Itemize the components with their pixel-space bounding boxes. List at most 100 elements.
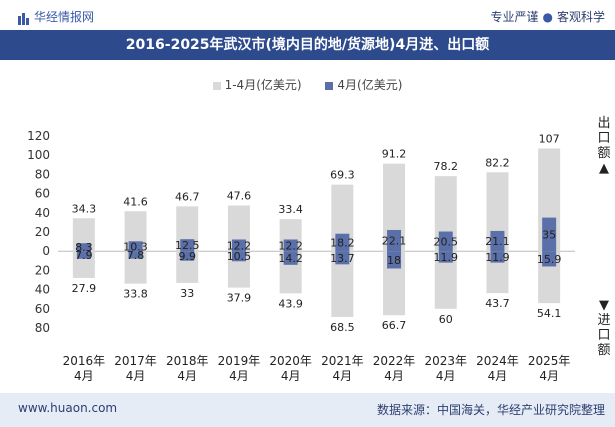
data-label-cumulative-export: 46.7 [175,190,200,203]
data-label-cumulative-export: 78.2 [434,160,459,173]
data-label-month-export: 35 [542,228,556,241]
bar-month-export [542,217,557,252]
data-label-cumulative-export: 107 [539,132,560,145]
bar-month-import [128,251,143,259]
data-label-month-export: 12.2 [227,239,252,252]
x-tick-label: 2021年 [321,354,364,368]
data-label-month-export: 20.5 [434,235,459,248]
data-label-month-import: 11.9 [485,251,510,264]
data-label-month-export: 12.5 [175,239,200,252]
chart-legend: 1-4月(亿美元) 4月(亿美元) [0,76,615,93]
y-tick-label: 40 [35,206,50,220]
footer-website-link[interactable]: www.huaon.com [18,401,118,415]
x-tick-label: 4月 [539,369,559,383]
data-label-month-export: 22.1 [382,235,407,248]
data-label-month-import: 7.8 [127,249,145,262]
bar-month-export [180,239,195,252]
x-tick-label: 2019年 [218,354,261,368]
data-label-cumulative-import: 54.1 [537,307,562,320]
data-label-month-import: 10.5 [227,250,252,263]
data-label-month-export: 12.2 [278,239,303,252]
top-bar: 华经情报网 专业严谨 ● 客观科学 [0,0,615,30]
legend-swatch-month [325,81,334,90]
bar-month-import [387,251,402,269]
data-label-month-export: 18.2 [330,236,355,249]
slogan: 专业严谨 ● 客观科学 [490,8,605,25]
bar-month-export [335,233,350,252]
y-tick-label: 40 [35,283,50,297]
data-label-month-import: 14.2 [278,252,303,265]
bar-month-export [387,229,402,252]
x-tick-label: 2016年 [63,354,106,368]
x-tick-label: 4月 [281,369,301,383]
data-label-cumulative-import: 66.7 [382,319,407,332]
bar-cumulative-import [434,251,457,309]
x-tick-label: 2017年 [114,354,157,368]
import-side-label: ▼进口额 [597,298,611,358]
y-tick-label: 0 [42,244,50,258]
bar-cumulative-export [72,218,95,252]
data-label-cumulative-export: 41.6 [123,195,148,208]
bar-cumulative-export [383,163,406,252]
data-label-cumulative-import: 37.9 [227,292,252,305]
chart-title: 2016-2025年武汉市(境内目的地/货源地)4月进、出口额 [0,30,615,60]
bar-month-import [283,251,298,265]
x-tick-label: 4月 [384,369,404,383]
data-label-cumulative-import: 43.9 [278,297,303,310]
bar-month-export [490,230,505,252]
bar-month-import [542,251,557,267]
x-tick-label: 2022年 [373,354,416,368]
x-tick-label: 4月 [177,369,197,383]
bar-cumulative-import [124,251,147,284]
x-tick-label: 4月 [229,369,249,383]
data-label-month-export: 21.1 [485,235,510,248]
y-tick-label: 60 [35,187,50,201]
legend-item-cumulative: 1-4月(亿美元) [212,78,302,92]
y-tick-label: 80 [35,167,50,181]
data-label-cumulative-import: 33.8 [123,288,148,301]
data-label-cumulative-import: 43.7 [485,297,510,310]
bar-cumulative-export [124,211,147,252]
data-label-cumulative-import: 27.9 [72,282,97,295]
x-tick-label: 2018年 [166,354,209,368]
legend-item-month: 4月(亿美元) [325,78,402,92]
data-label-cumulative-export: 33.4 [278,203,303,216]
bullet-icon: ● [542,10,553,24]
logo[interactable]: 华经情报网 [18,8,94,25]
export-side-label: 出口额▲ [597,116,611,176]
chart-plot: 120 100 80 60 40 20 0 20 40 60 80 34.3 27.9 8.37.9 201… [27,129,575,383]
x-tick-label: 2024年 [476,354,519,368]
y-tick-label: 120 [27,129,50,143]
data-label-month-import: 15.9 [537,253,562,266]
slogan-part-2: 客观科学 [556,10,605,24]
x-tick-label: 4月 [488,369,508,383]
legend-label-month: 4月(亿美元) [337,78,403,92]
data-label-month-import: 13.7 [330,252,355,265]
x-tick-label: 4月 [436,369,456,383]
logo-icon [18,11,30,25]
data-label-month-export: 10.3 [123,240,148,253]
bar-month-import [438,251,453,263]
x-tick-label: 4月 [333,369,353,383]
x-tick-label: 2025年 [528,354,571,368]
data-label-cumulative-import: 68.5 [330,321,355,334]
data-label-cumulative-export: 47.6 [227,190,252,203]
data-label-cumulative-export: 91.2 [382,148,407,161]
bar-month-export [283,239,298,252]
footer-source: 数据来源：中国海关，华经产业研究院整理 [376,403,605,417]
data-label-cumulative-export: 82.2 [485,156,510,169]
x-tick-label: 2023年 [424,354,467,368]
x-tick-label: 4月 [74,369,94,383]
y-tick-label: 80 [35,321,50,335]
bar-month-import [490,251,505,263]
data-label-cumulative-export: 69.3 [330,169,355,182]
bar-month-export [438,231,453,252]
bar-month-import [180,251,195,261]
slogan-part-1: 专业严谨 [490,10,539,24]
legend-label-cumulative: 1-4月(亿美元) [224,78,302,92]
legend-swatch-cumulative [212,81,221,90]
data-label-month-import: 11.9 [434,251,459,264]
bar-cumulative-import [331,251,354,317]
y-tick-label: 20 [35,225,50,239]
data-label-cumulative-export: 34.3 [72,202,97,215]
